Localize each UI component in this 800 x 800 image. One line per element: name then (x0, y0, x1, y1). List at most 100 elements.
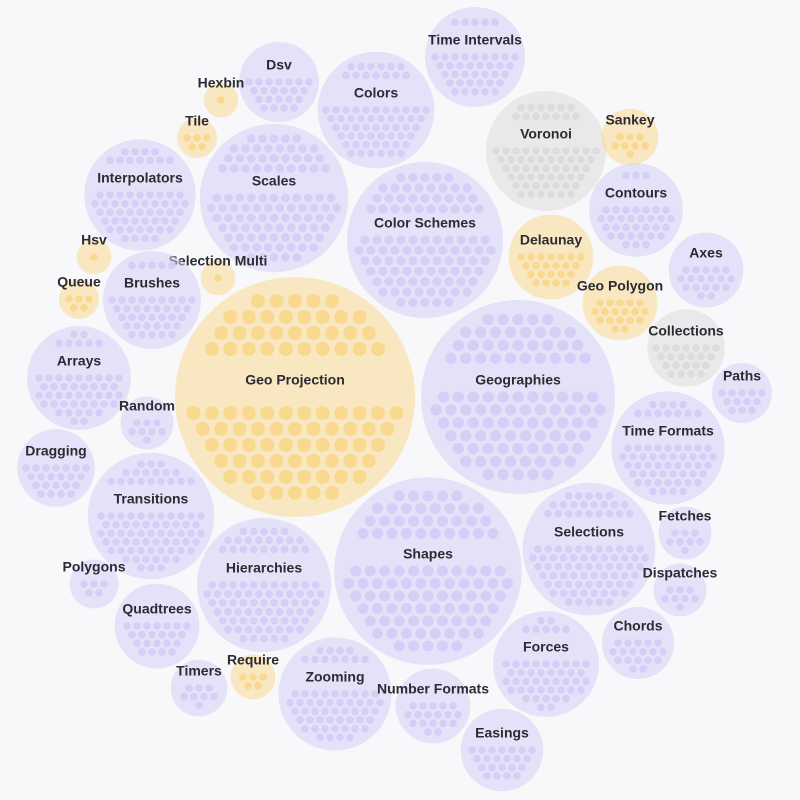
dot (292, 154, 302, 163)
dot (246, 233, 256, 242)
dot (397, 132, 405, 140)
dot (580, 571, 588, 580)
dot (372, 628, 383, 639)
dot (297, 342, 312, 357)
dot (285, 625, 294, 634)
dot (532, 261, 540, 270)
dot (596, 299, 604, 307)
dot (615, 509, 624, 518)
dot (408, 490, 420, 502)
dot (557, 339, 569, 351)
dot (677, 352, 685, 361)
dot (579, 404, 591, 416)
dot (301, 707, 309, 716)
dot (738, 389, 746, 397)
dot (218, 545, 227, 554)
dot (404, 710, 412, 719)
dot (386, 603, 398, 614)
dot (260, 469, 275, 484)
dot (192, 538, 200, 546)
dot (90, 580, 98, 588)
dot (707, 274, 715, 283)
dot (285, 590, 294, 598)
dot (326, 646, 334, 655)
dot (347, 132, 355, 140)
dot (590, 571, 598, 580)
dot (315, 437, 330, 452)
dot (444, 193, 454, 203)
dot (173, 639, 181, 648)
dot (636, 299, 644, 307)
dot (269, 294, 284, 309)
dot (178, 630, 186, 639)
dot (590, 500, 598, 509)
dot (542, 443, 554, 455)
dot (527, 253, 535, 261)
dot (697, 352, 705, 361)
bubble: Time Intervals (425, 7, 525, 107)
dot (542, 339, 554, 351)
dot (605, 492, 614, 500)
dot (291, 545, 299, 554)
dot (451, 70, 459, 79)
dot (210, 692, 218, 701)
dot (639, 452, 647, 461)
dot (60, 382, 68, 391)
dot (291, 616, 299, 625)
dot (362, 71, 370, 80)
dot (549, 553, 558, 562)
bubble: Require (227, 652, 279, 700)
dot (450, 266, 460, 276)
dot (341, 690, 349, 698)
dot (133, 622, 141, 630)
dot (519, 455, 532, 468)
dot (511, 53, 519, 61)
dot (473, 603, 484, 614)
dot (280, 581, 289, 589)
dot (595, 580, 604, 589)
dot (587, 155, 595, 164)
bubble-label: Sankey (605, 112, 654, 128)
dot (361, 326, 376, 341)
dot (260, 405, 275, 421)
dot (350, 565, 362, 577)
dot (331, 655, 339, 664)
dot (121, 234, 129, 243)
dot (647, 232, 655, 240)
dot (527, 668, 535, 677)
dot (585, 598, 593, 606)
dot (580, 500, 588, 509)
dot (95, 339, 103, 348)
dot (595, 598, 604, 606)
dot (85, 374, 93, 382)
dot (249, 598, 258, 607)
dot (254, 607, 263, 616)
dot (40, 400, 48, 408)
dot (163, 322, 171, 330)
dot (182, 520, 190, 529)
dot (674, 478, 682, 487)
dot (480, 615, 492, 627)
dot (557, 391, 569, 403)
dot (634, 478, 642, 487)
dot (241, 223, 250, 232)
dot (143, 304, 151, 313)
dot (287, 485, 303, 500)
dot (513, 754, 521, 763)
dot (305, 78, 313, 86)
dot (167, 512, 175, 520)
dot (517, 190, 525, 199)
dot (133, 639, 141, 648)
dot (362, 123, 370, 132)
dot (534, 545, 542, 553)
dot (467, 339, 479, 351)
dot (157, 460, 165, 468)
dot (557, 253, 565, 261)
dot (572, 261, 580, 270)
dot (146, 156, 154, 165)
dot (753, 397, 761, 406)
dot (641, 307, 649, 316)
dot (438, 266, 448, 276)
dot (128, 427, 136, 436)
dot (682, 266, 690, 274)
